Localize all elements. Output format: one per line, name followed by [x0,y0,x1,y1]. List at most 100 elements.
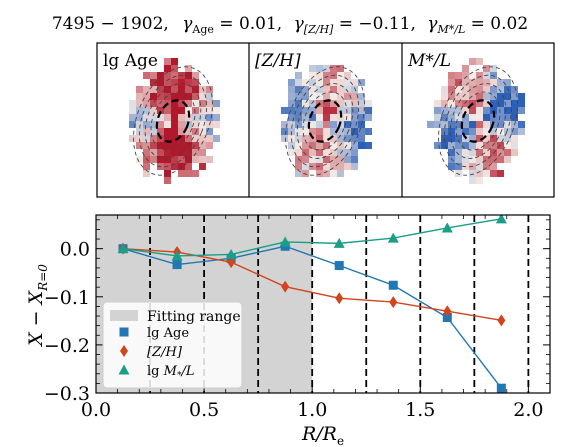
map-pixel [323,65,330,72]
map-pixel [330,107,337,114]
map-pixel [302,100,309,107]
map-pixel [483,156,490,163]
data-point [334,261,344,271]
map-pixel [143,149,150,156]
map-pixel [351,100,358,107]
map-pixel [511,93,518,100]
map-pixel [337,107,344,114]
map-pixel [150,86,157,93]
map-pixel [497,79,504,86]
map-pixel [143,135,150,142]
map-pixel [302,79,309,86]
map-pixel [441,142,448,149]
map-pixel [476,86,483,93]
map-pixel [199,121,206,128]
map-pixel [281,107,288,114]
map-pixel [192,79,199,86]
map-pixel [178,135,185,142]
map-pixel [157,93,164,100]
map-pixel [178,121,185,128]
map-pixel [497,170,504,177]
map-pixel [462,114,469,121]
map-pixel [441,114,448,121]
map-pixel [171,58,178,65]
map-ml [427,58,525,184]
map-pixel [469,149,476,156]
title-gamma-ml: γ [427,14,438,34]
map-pixel [344,156,351,163]
map-pixel [497,107,504,114]
legend-marker [120,345,128,357]
x-tick-label: 0.5 [189,399,219,421]
map-pixel [476,121,483,128]
map-pixel [323,149,330,156]
data-point [171,250,183,261]
map-pixel [434,121,441,128]
map-pixel [448,72,455,79]
map-pixel [316,128,323,135]
title-gamma-age-value: = 0.01, [214,14,282,34]
map-pixel [469,142,476,149]
title-gamma-zh-value: = −0.11, [333,14,416,34]
map-pixel [351,86,358,93]
map-pixel [316,149,323,156]
map-label-zh: [Z/H] [255,51,301,71]
map-pixel [455,121,462,128]
legend-marker [119,327,129,337]
map-pixel [323,121,330,128]
y-tick-label: 0.0 [60,239,90,261]
map-pixel [288,121,295,128]
map-pixel [330,135,337,142]
map-pixel [171,79,178,86]
map-pixel [476,93,483,100]
map-pixel [309,79,316,86]
map-pixel [143,170,150,177]
data-point [443,305,452,318]
map-pixel [337,128,344,135]
map-pixel [129,121,136,128]
map-pixel [295,142,302,149]
map-pixel [490,156,497,163]
map-pixel [171,156,178,163]
data-point [333,237,345,248]
map-pixel [164,149,171,156]
map-pixel [295,100,302,107]
profile-plot: 0.0 0.5 1.0 1.5 2.0 0.0 −0.1 −0.2 −0.3 R/Re X − … [25,214,551,447]
map-pixel [455,128,462,135]
map-pixel [497,100,504,107]
map-pixel [302,170,309,177]
map-pixel [178,170,185,177]
isophote-contour [455,91,501,151]
map-pixel [129,114,136,121]
map-pixel [206,114,213,121]
map-pixel [171,128,178,135]
map-pixel [164,72,171,79]
map-pixel [309,72,316,79]
map-pixel [483,100,490,107]
map-pixel [483,65,490,72]
map-pixel [199,128,206,135]
map-pixel [199,149,206,156]
map-pixel [164,86,171,93]
map-pixel [483,170,490,177]
map-pixel [206,93,213,100]
map-pixel [192,93,199,100]
map-pixel [171,149,178,156]
map-pixel [427,121,434,128]
map-pixel [295,128,302,135]
legend-box [102,301,243,389]
map-pixel [476,79,483,86]
map-pixel [206,107,213,114]
map-pixel [302,121,309,128]
map-pixel [448,100,455,107]
title-gamma-ml-sub: M*/L [436,23,465,36]
map-pixel [365,100,372,107]
map-pixel [497,93,504,100]
data-point [225,248,237,259]
map-pixel [157,100,164,107]
map-pixel [469,128,476,135]
map-pixel [518,100,525,107]
map-pixel [490,142,497,149]
map-pixel [150,100,157,107]
map-pixel [206,156,213,163]
